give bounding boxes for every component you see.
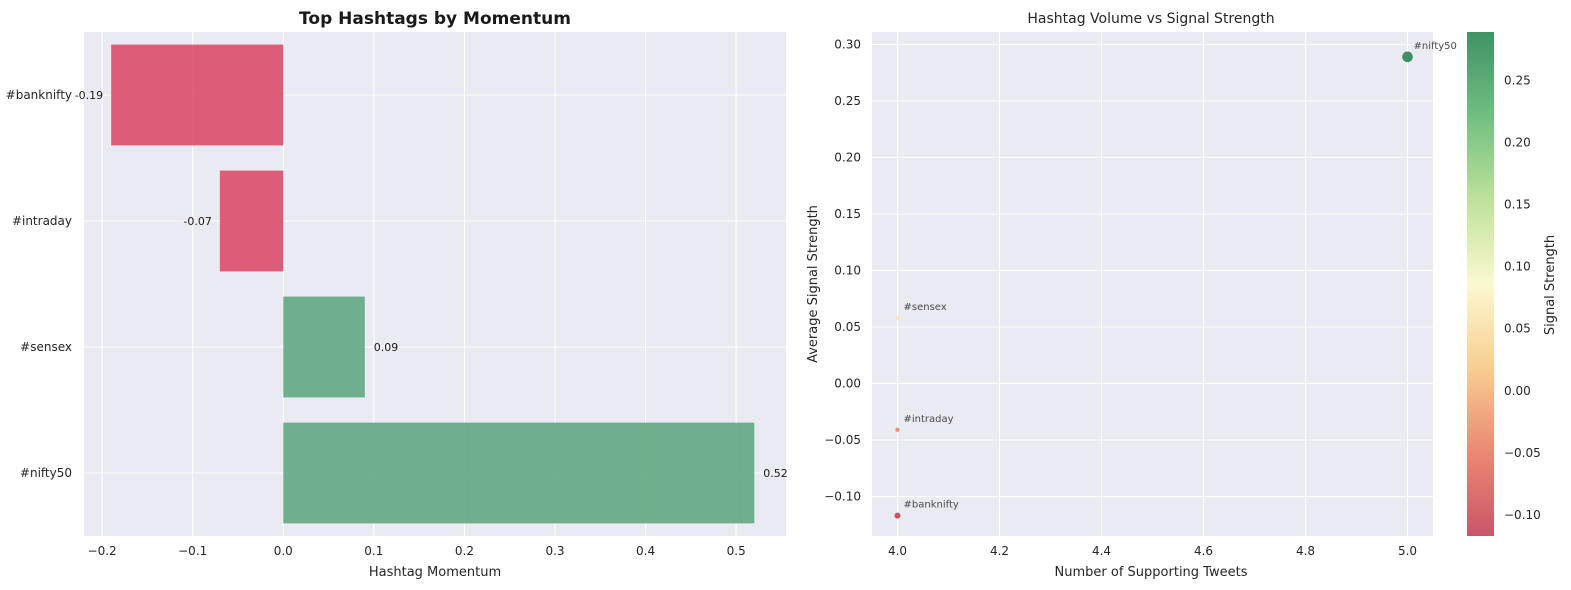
scatter-x-tick-4: 4.8: [1296, 544, 1315, 558]
momentum-x-tick-4: 0.2: [455, 544, 474, 558]
momentum-data-labels: -0.19 -0.07 0.09 0.52: [75, 89, 788, 480]
scatter-x-tick-0: 4.0: [888, 544, 907, 558]
scatter-y-tick-8: 0.30: [834, 37, 861, 51]
scatter-y-ticks: −0.10 −0.05 0.00 0.05 0.10 0.15 0.20 0.25 0.30: [824, 37, 861, 503]
momentum-chart-title: Top Hashtags by Momentum: [299, 9, 571, 29]
momentum-x-axis-label: Hashtag Momentum: [369, 565, 501, 580]
scatter-y-tick-3: 0.05: [834, 320, 861, 334]
scatter-point-nifty50: [1402, 51, 1413, 63]
momentum-bar-nifty50: [283, 422, 755, 524]
scatter-annotation-banknifty: #banknifty: [904, 500, 959, 511]
colorbar-ticks: −0.10 −0.05 0.00 0.05 0.10 0.15 0.20 0.25: [1504, 73, 1541, 521]
momentum-y-tick-banknifty: #banknifty: [6, 88, 72, 102]
colorbar-tick-6: 0.20: [1504, 135, 1531, 149]
colorbar-tick-3: 0.05: [1504, 322, 1531, 336]
scatter-x-ticks: 4.0 4.2 4.4 4.6 4.8 5.0: [888, 544, 1417, 558]
scatter-y-tick-2: 0.00: [834, 376, 861, 390]
colorbar-tick-7: 0.25: [1504, 73, 1531, 87]
momentum-x-tick-5: 0.3: [545, 544, 564, 558]
scatter-x-axis-label: Number of Supporting Tweets: [1055, 565, 1248, 580]
scatter-y-axis-label: Average Signal Strength: [806, 205, 821, 363]
signal-colorbar: −0.10 −0.05 0.00 0.05 0.10 0.15 0.20 0.25 Signa…: [1467, 32, 1558, 536]
momentum-x-tick-1: −0.1: [178, 544, 207, 558]
colorbar-tick-0: −0.10: [1504, 508, 1541, 522]
momentum-y-tick-sensex: #sensex: [20, 340, 72, 354]
scatter-x-tick-3: 4.6: [1194, 544, 1213, 558]
scatter-x-tick-5: 5.0: [1398, 544, 1417, 558]
scatter-y-tick-4: 0.10: [834, 263, 861, 277]
scatter-y-tick-5: 0.15: [834, 207, 861, 221]
scatter-y-tick-7: 0.25: [834, 94, 861, 108]
momentum-data-label-intraday: -0.07: [183, 215, 211, 228]
colorbar-tick-1: −0.05: [1504, 446, 1541, 460]
colorbar-tick-2: 0.00: [1504, 384, 1531, 398]
colorbar-label: Signal Strength: [1543, 235, 1558, 335]
momentum-x-ticks: −0.2 −0.1 0.0 0.1 0.2 0.3 0.4 0.5: [88, 544, 746, 558]
momentum-x-tick-0: −0.2: [88, 544, 117, 558]
scatter-chart-title: Hashtag Volume vs Signal Strength: [1027, 11, 1274, 27]
colorbar-tick-4: 0.10: [1504, 260, 1531, 274]
momentum-x-tick-3: 0.1: [364, 544, 383, 558]
scatter-annotation-sensex: #sensex: [904, 302, 947, 313]
scatter-x-tick-2: 4.4: [1092, 544, 1111, 558]
scatter-point-intraday: [895, 427, 900, 432]
scatter-annotation-nifty50: #nifty50: [1414, 41, 1457, 52]
scatter-points: [894, 51, 1413, 519]
scatter-annotations: #nifty50 #sensex #intraday #banknifty: [904, 41, 1457, 511]
scatter-point-banknifty: [894, 512, 901, 519]
momentum-y-tick-nifty50: #nifty50: [20, 466, 72, 480]
momentum-bar-banknifty: [111, 44, 284, 146]
momentum-data-label-sensex: 0.09: [374, 341, 399, 354]
scatter-annotation-intraday: #intraday: [904, 414, 954, 425]
scatter-point-sensex: [895, 315, 900, 321]
scatter-plot-area: [872, 32, 1433, 536]
momentum-y-ticks: #banknifty #intraday #sensex #nifty50: [6, 88, 72, 480]
momentum-bars: [111, 44, 755, 524]
colorbar-gradient: [1467, 32, 1494, 536]
scatter-x-tick-1: 4.2: [990, 544, 1009, 558]
scatter-y-tick-0: −0.10: [824, 489, 861, 503]
momentum-x-tick-6: 0.4: [636, 544, 655, 558]
momentum-y-tick-intraday: #intraday: [12, 214, 72, 228]
scatter-y-tick-1: −0.05: [824, 433, 861, 447]
scatter-y-tick-6: 0.20: [834, 150, 861, 164]
momentum-data-label-nifty50: 0.52: [763, 467, 788, 480]
momentum-data-label-banknifty: -0.19: [75, 89, 103, 102]
scatter-grid: [872, 32, 1433, 536]
signal-scatter-chart: #nifty50#sensex#intraday#banknifty 4.0 4.…: [806, 11, 1457, 580]
momentum-bar-sensex: [283, 296, 365, 398]
momentum-x-tick-2: 0.0: [274, 544, 293, 558]
momentum-bar-intraday: [219, 170, 284, 272]
momentum-x-tick-7: 0.5: [727, 544, 746, 558]
colorbar-tick-5: 0.15: [1504, 198, 1531, 212]
momentum-bar-chart: -0.19 -0.07 0.09 0.52 −0.2 −0.1 0.0 0.1 0.2 0.3 0…: [6, 9, 788, 580]
